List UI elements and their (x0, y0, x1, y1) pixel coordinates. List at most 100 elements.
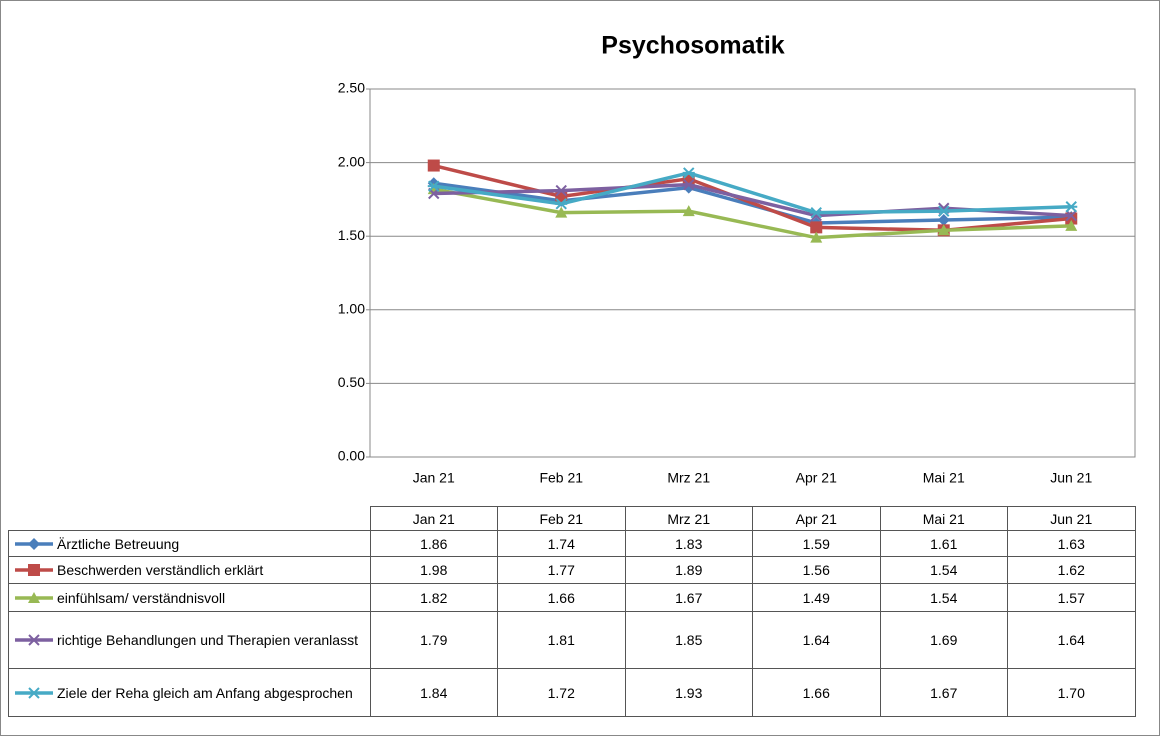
value-cell: 1.54 (879, 583, 1008, 612)
value-cell: 1.63 (1007, 530, 1136, 557)
legend-cell: Ziele der Reha gleich am Anfang abgespro… (8, 668, 371, 717)
marker (683, 178, 695, 191)
value-cell: 1.64 (1007, 611, 1136, 669)
value-cell: 1.93 (624, 668, 753, 717)
table-header-cell: Jan 21 (369, 506, 498, 531)
legend-cell: Ärztliche Betreuung (8, 530, 371, 557)
table-corner (9, 507, 371, 531)
x-tick-label: Jun 21 (1050, 470, 1092, 486)
value-cell: 1.49 (752, 583, 881, 612)
value-cell: 1.83 (624, 530, 753, 557)
table-header-cell: Mai 21 (879, 506, 1008, 531)
value-cell: 1.61 (879, 530, 1008, 557)
legend-cell: richtige Behandlungen und Therapien vera… (8, 611, 371, 669)
legend-entry: Beschwerden verständlich erklärt (11, 562, 368, 578)
value-cell: 1.81 (497, 611, 626, 669)
table-header-cell: Feb 21 (497, 506, 626, 531)
value-cell: 1.74 (497, 530, 626, 557)
table-header-cell: Apr 21 (752, 506, 881, 531)
marker (810, 221, 823, 234)
marker (28, 634, 40, 646)
legend-entry: Ärztliche Betreuung (11, 536, 368, 552)
value-cell: 1.70 (1007, 668, 1136, 717)
legend-label: richtige Behandlungen und Therapien vera… (57, 632, 358, 648)
x-tick-label: Mrz 21 (667, 470, 710, 486)
marker (555, 206, 568, 218)
table-header-cell: Jun 21 (1007, 506, 1136, 531)
value-cell: 1.62 (1007, 556, 1136, 584)
marker (937, 205, 950, 217)
marker (1065, 209, 1077, 222)
marker (810, 206, 823, 219)
value-cell: 1.59 (752, 530, 881, 557)
legend-label: Ziele der Reha gleich am Anfang abgespro… (57, 684, 353, 701)
marker (682, 167, 695, 179)
value-cell: 1.86 (369, 530, 498, 557)
series-line (433, 187, 1072, 240)
table-row: richtige Behandlungen und Therapien vera… (8, 611, 1136, 669)
y-tick-label: 2.50 (338, 80, 365, 96)
marker (28, 591, 40, 603)
table-row: Ziele der Reha gleich am Anfang abgespro… (8, 668, 1136, 717)
value-cell: 1.84 (369, 668, 498, 717)
marker (28, 564, 40, 576)
value-cell: 1.72 (497, 668, 626, 717)
legend-entry: Ziele der Reha gleich am Anfang abgespro… (11, 685, 368, 701)
x-tick-label: Apr 21 (796, 470, 837, 486)
y-tick-label: 0.50 (338, 374, 365, 390)
x-tick-label: Mai 21 (923, 470, 965, 486)
legend-cell: einfühlsam/ verständnisvoll (8, 583, 371, 612)
marker (937, 214, 950, 227)
legend-key (15, 686, 53, 699)
legend-key (15, 591, 53, 603)
table-row: einfühlsam/ verständnisvoll 1.82 1.66 1.67 1… (8, 583, 1136, 612)
series-line (433, 171, 1072, 215)
plot-area (369, 88, 1136, 458)
marker (682, 205, 695, 217)
table-header-cell: Mrz 21 (624, 506, 753, 531)
chart-title: Psychosomatik (601, 32, 785, 60)
x-tick-label: Jan 21 (413, 470, 455, 486)
value-cell: 1.57 (1007, 583, 1136, 612)
value-cell: 1.64 (752, 611, 881, 669)
value-cell: 1.66 (752, 668, 881, 717)
table-row: Ärztliche Betreuung 1.86 1.74 1.83 1.59 1.61 1… (8, 530, 1136, 557)
value-cell: 1.98 (369, 556, 498, 584)
marker (28, 537, 40, 550)
table-header-row: Jan 21 Feb 21 Mrz 21 Apr 21 Mai 21 Jun 21 (9, 506, 1136, 531)
legend-label: Beschwerden verständlich erklärt (57, 562, 264, 578)
value-cell: 1.67 (879, 668, 1008, 717)
value-cell: 1.77 (497, 556, 626, 584)
marker (555, 184, 567, 197)
marker (427, 180, 440, 192)
legend-key (15, 537, 53, 550)
marker (555, 198, 568, 210)
legend-entry: richtige Behandlungen und Therapien vera… (11, 632, 368, 648)
value-cell: 1.66 (497, 583, 626, 612)
y-tick-label: 1.00 (338, 301, 365, 317)
series-line (433, 181, 1072, 225)
value-cell: 1.67 (624, 583, 753, 612)
legend-entry: einfühlsam/ verständnisvoll (11, 590, 368, 606)
y-tick-label: 1.50 (338, 227, 365, 243)
y-tick-label: 0.00 (338, 448, 365, 464)
value-cell: 1.89 (624, 556, 753, 584)
legend-key (15, 634, 53, 646)
value-cell: 1.79 (369, 611, 498, 669)
value-cell: 1.85 (624, 611, 753, 669)
marker (427, 159, 440, 172)
x-tick-label: Feb 21 (539, 470, 583, 486)
marker (28, 686, 40, 699)
y-tick-label: 2.00 (338, 153, 365, 169)
data-table: Jan 21 Feb 21 Mrz 21 Apr 21 Mai 21 Jun 21 Ärzt… (8, 506, 1136, 717)
marker (1065, 219, 1078, 231)
value-cell: 1.69 (879, 611, 1008, 669)
table-row: Beschwerden verständlich erklärt 1.98 1.77… (8, 556, 1136, 584)
legend-cell: Beschwerden verständlich erklärt (8, 556, 371, 584)
value-cell: 1.54 (879, 556, 1008, 584)
legend-label: einfühlsam/ verständnisvoll (57, 589, 226, 606)
marker (937, 224, 950, 236)
value-cell: 1.82 (369, 583, 498, 612)
